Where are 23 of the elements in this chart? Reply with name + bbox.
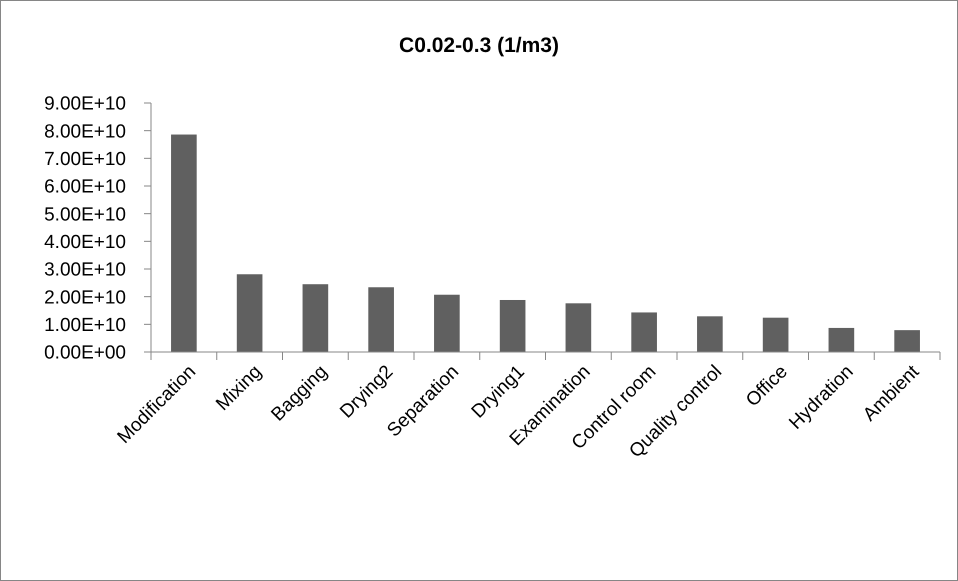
y-tick-label: 8.00E+10 — [44, 121, 126, 142]
bar — [566, 303, 592, 352]
y-tick-label: 2.00E+10 — [44, 287, 126, 308]
bar — [302, 284, 328, 352]
bar — [368, 287, 394, 352]
y-tick-label: 9.00E+10 — [44, 94, 126, 115]
bar — [894, 330, 920, 352]
bar — [236, 274, 262, 352]
y-tick-label: 0.00E+00 — [44, 342, 126, 364]
y-tick-label: 1.00E+10 — [44, 314, 126, 336]
y-tick-label: 6.00E+10 — [44, 176, 126, 198]
y-tick-label: 4.00E+10 — [44, 232, 126, 253]
bar — [762, 318, 788, 352]
bar — [631, 312, 657, 352]
y-tick-label: 7.00E+10 — [44, 148, 126, 170]
y-tick-label: 5.00E+10 — [44, 204, 126, 226]
y-tick-label: 3.00E+10 — [44, 260, 126, 281]
chart-title: C0.02-0.3 (1/m3) — [399, 34, 559, 57]
bar — [434, 294, 460, 352]
bar — [171, 134, 197, 352]
bar — [500, 300, 526, 352]
bar — [697, 316, 723, 352]
bar — [828, 328, 854, 352]
